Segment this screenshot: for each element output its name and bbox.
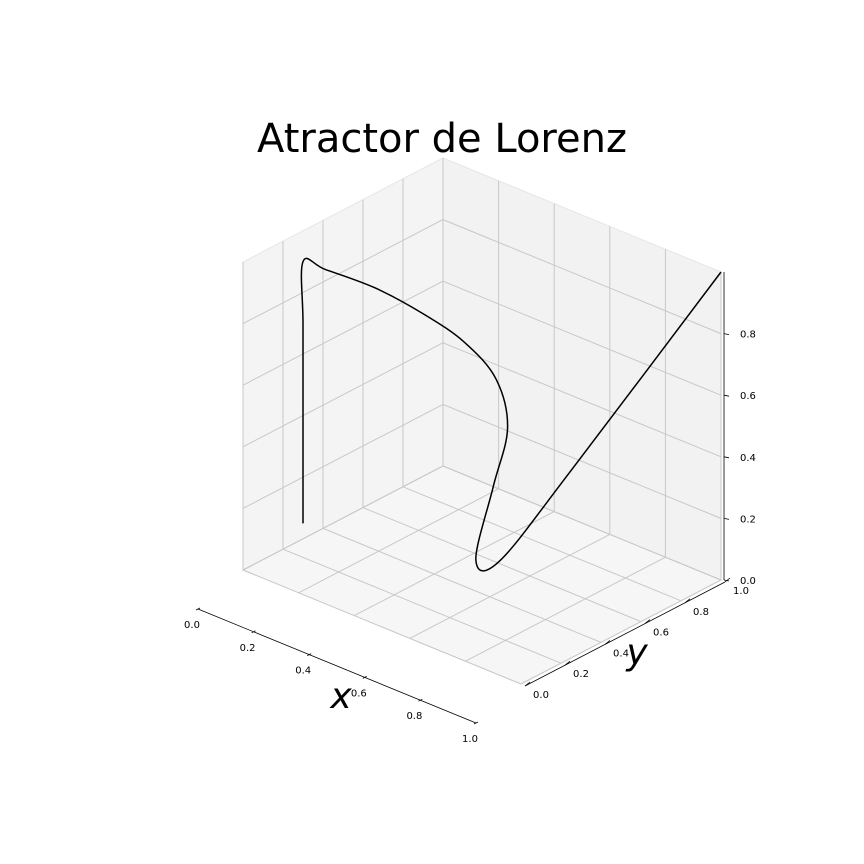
grid-lines — [242, 158, 722, 685]
x-axis-line — [197, 608, 477, 724]
x-tick-mark — [418, 698, 423, 702]
x-tick-mark — [251, 630, 256, 634]
y-tick-label: 0.6 — [653, 628, 669, 639]
z-tick-label: 0.4 — [740, 453, 756, 464]
axis-ticks: 0.00.20.40.60.81.00.00.20.40.60.81.00.00… — [184, 272, 756, 745]
x-tick-label: 0.0 — [184, 620, 200, 631]
x-tick-mark — [473, 721, 479, 725]
x-tick-label: 0.6 — [351, 688, 367, 699]
y-tick-mark — [684, 598, 691, 604]
z-tick-label: 0.2 — [740, 514, 756, 525]
z-grid-line — [242, 403, 722, 519]
y-tick-label: 1.0 — [733, 586, 749, 597]
z-tick-label: 0.0 — [740, 576, 756, 587]
z-tick-label: 0.6 — [740, 391, 756, 402]
x-tick-label: 0.2 — [240, 643, 256, 654]
z-tick-mark — [723, 579, 730, 582]
axis-panes — [241, 157, 723, 685]
y-tick-mark — [724, 577, 731, 583]
series-line — [300, 257, 722, 572]
x-tick-label: 0.4 — [295, 666, 311, 677]
y-tick-mark — [604, 640, 611, 645]
z-tick-mark — [723, 456, 730, 459]
z-grid-line — [242, 342, 722, 458]
y-tick-mark — [644, 619, 651, 624]
z-grid-line — [242, 465, 722, 581]
x-tick-label: 1.0 — [462, 734, 478, 745]
y-axis-label: y — [625, 632, 648, 673]
z-tick-mark — [723, 394, 730, 397]
z-tick-label: 0.8 — [740, 330, 756, 341]
data-series — [300, 257, 722, 572]
z-grid-line — [242, 219, 722, 335]
x-axis-label: x — [329, 676, 352, 717]
z-tick-mark — [723, 518, 730, 520]
z-grid-line — [242, 280, 722, 396]
y-tick-mark — [564, 660, 571, 666]
x-tick-mark — [362, 676, 367, 679]
y-tick-label: 0.8 — [693, 607, 709, 618]
y-tick-mark — [524, 681, 531, 687]
y-tick-label: 0.0 — [533, 690, 549, 701]
x-tick-label: 0.8 — [406, 711, 422, 722]
x-tick-mark — [195, 607, 201, 611]
y-tick-label: 0.2 — [573, 669, 589, 680]
y-tick-label: 0.4 — [613, 648, 629, 659]
z-tick-mark — [723, 333, 730, 335]
chart-title: Atractor de Lorenz — [257, 116, 627, 162]
y-axis-line — [524, 581, 726, 687]
x-tick-mark — [307, 653, 312, 656]
